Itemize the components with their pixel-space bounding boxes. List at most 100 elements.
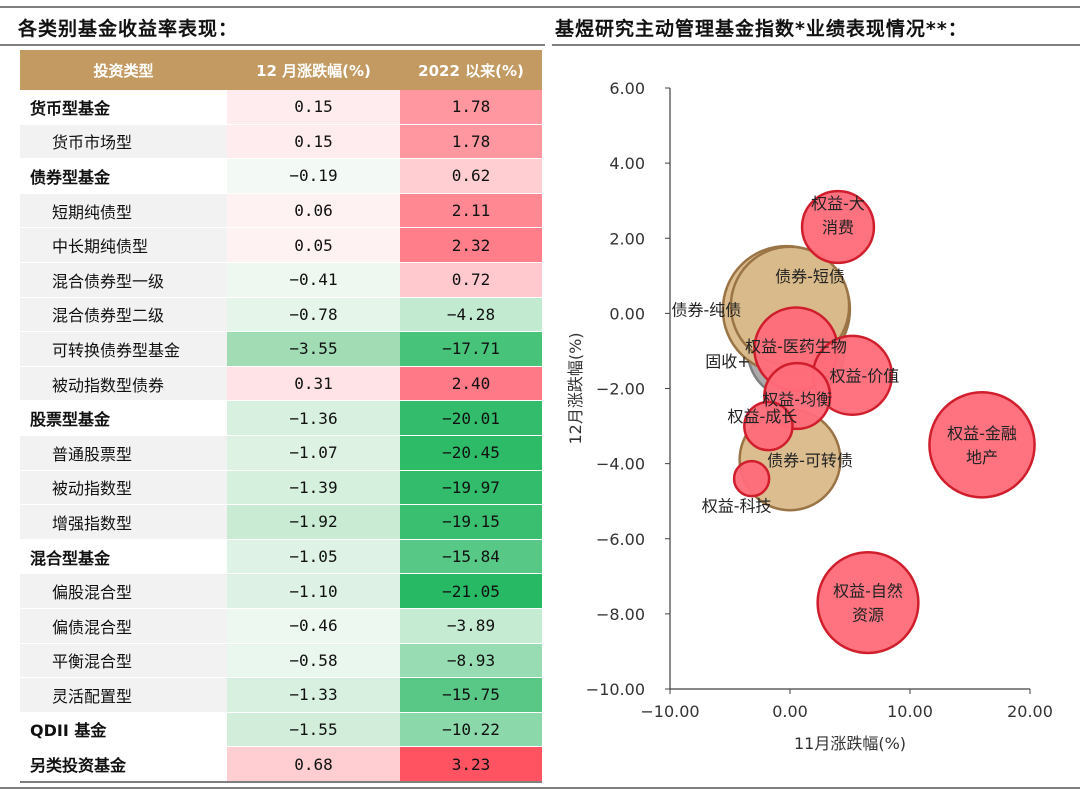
december-change-cell: 0.15 bbox=[227, 90, 400, 125]
header-december-change: 12 月涨跌幅(%) bbox=[227, 50, 400, 90]
december-change-cell: 0.05 bbox=[227, 227, 400, 263]
bubble-point bbox=[800, 189, 876, 265]
table-row: 偏股混合型 −1.10 −21.05 bbox=[20, 573, 542, 609]
left-title-rule bbox=[0, 44, 545, 46]
fund-type-cell: 债券型基金 bbox=[20, 158, 227, 194]
fund-returns-table: 投资类型 12 月涨跌幅(%) 2022 以来(%) 货币型基金 0.15 1.78… bbox=[20, 50, 542, 783]
december-change-cell: 0.68 bbox=[227, 746, 400, 783]
ytd-change-cell: 3.23 bbox=[400, 746, 542, 783]
december-change-cell: −1.39 bbox=[227, 470, 400, 506]
ytd-change-cell: −19.97 bbox=[400, 470, 542, 506]
fund-type-cell: 混合型基金 bbox=[20, 539, 227, 575]
table-row: 货币型基金 0.15 1.78 bbox=[20, 90, 542, 125]
table-row: 短期纯债型 0.06 2.11 bbox=[20, 193, 542, 229]
table-row: 可转换债券型基金 −3.55 −17.71 bbox=[20, 331, 542, 367]
ytd-change-cell: −10.22 bbox=[400, 712, 542, 748]
bubble-label: 权益-价值 bbox=[830, 366, 900, 385]
y-tick-label: −10.00 bbox=[586, 680, 645, 699]
december-change-cell: −1.36 bbox=[227, 400, 400, 436]
table-row: 债券型基金 −0.19 0.62 bbox=[20, 158, 542, 194]
bubble-point bbox=[928, 391, 1036, 499]
bubble-point bbox=[732, 459, 771, 498]
table-row: 混合型基金 −1.05 −15.84 bbox=[20, 539, 542, 575]
fund-type-cell: 混合债券型一级 bbox=[20, 262, 227, 298]
fund-type-cell: 中长期纯债型 bbox=[20, 227, 227, 263]
ytd-change-cell: 1.78 bbox=[400, 124, 542, 160]
ytd-change-cell: 2.32 bbox=[400, 227, 542, 263]
ytd-change-cell: 0.62 bbox=[400, 158, 542, 194]
fund-type-cell: 普通股票型 bbox=[20, 435, 227, 471]
x-axis-title: 11月涨跌幅(%) bbox=[794, 734, 906, 753]
december-change-cell: −0.41 bbox=[227, 262, 400, 298]
ytd-change-cell: 0.72 bbox=[400, 262, 542, 298]
december-change-cell: 0.31 bbox=[227, 366, 400, 402]
bubble-label: 权益-科技 bbox=[702, 497, 772, 516]
bubble-label: 债券-纯债 bbox=[672, 301, 742, 320]
bubble-point bbox=[816, 550, 920, 655]
ytd-change-cell: −19.15 bbox=[400, 504, 542, 540]
ytd-change-cell: −21.05 bbox=[400, 573, 542, 609]
fund-type-cell: 另类投资基金 bbox=[20, 746, 227, 783]
fund-type-cell: 灵活配置型 bbox=[20, 677, 227, 713]
december-change-cell: −1.55 bbox=[227, 712, 400, 748]
fund-type-cell: 平衡混合型 bbox=[20, 643, 227, 679]
bubble-chart: 6.00 4.00 2.00 0.00 −2.00 −4.00 −6.00 −8.00 −10.… bbox=[566, 79, 1053, 753]
ytd-change-cell: −3.89 bbox=[400, 608, 542, 644]
y-tick-label: −8.00 bbox=[596, 605, 645, 624]
y-axis-title: 12月涨跌幅(%) bbox=[566, 332, 585, 444]
fund-type-cell: 被动指数型债券 bbox=[20, 366, 227, 402]
fund-type-cell: 可转换债券型基金 bbox=[20, 331, 227, 367]
table-row: 被动指数型 −1.39 −19.97 bbox=[20, 470, 542, 506]
fund-type-cell: 短期纯债型 bbox=[20, 193, 227, 229]
fund-type-cell: 货币型基金 bbox=[20, 90, 227, 125]
x-tick-label: 10.00 bbox=[887, 702, 933, 721]
y-tick-label: −2.00 bbox=[596, 380, 645, 399]
bubble-label: 固收+ bbox=[705, 352, 750, 371]
table-row: 平衡混合型 −0.58 −8.93 bbox=[20, 643, 542, 679]
december-change-cell: −1.33 bbox=[227, 677, 400, 713]
ytd-change-cell: 2.40 bbox=[400, 366, 542, 402]
top-rule bbox=[0, 6, 1080, 8]
table-row: 混合债券型二级 −0.78 −4.28 bbox=[20, 297, 542, 333]
fund-type-cell: 增强指数型 bbox=[20, 504, 227, 540]
table-row: 被动指数型债券 0.31 2.40 bbox=[20, 366, 542, 402]
bubble-label: 权益-金融地产 bbox=[947, 424, 1017, 467]
bubble-label: 权益-医药生物 bbox=[745, 337, 847, 356]
right-panel-title: 基煜研究主动管理基金指数*业绩表现情况**： bbox=[555, 18, 968, 40]
y-tick-label: −4.00 bbox=[596, 455, 645, 474]
december-change-cell: −0.19 bbox=[227, 158, 400, 194]
fund-type-cell: 偏债混合型 bbox=[20, 608, 227, 644]
table-row: 另类投资基金 0.68 3.23 bbox=[20, 746, 542, 783]
y-tick-label: 4.00 bbox=[609, 154, 645, 173]
x-tick-label: −10.00 bbox=[640, 702, 699, 721]
ytd-change-cell: −17.71 bbox=[400, 331, 542, 367]
bubble-label: 权益-大消费 bbox=[811, 194, 865, 237]
december-change-cell: −1.05 bbox=[227, 539, 400, 575]
bubble-label: 债券-可转债 bbox=[767, 451, 853, 470]
bubble-label: 权益-成长 bbox=[728, 407, 798, 426]
right-title-rule bbox=[552, 44, 1080, 46]
ytd-change-cell: −4.28 bbox=[400, 297, 542, 333]
fund-type-cell: 股票型基金 bbox=[20, 400, 227, 436]
fund-type-cell: QDII 基金 bbox=[20, 712, 227, 748]
table-row: 普通股票型 −1.07 −20.45 bbox=[20, 435, 542, 471]
december-change-cell: −0.46 bbox=[227, 608, 400, 644]
fund-type-cell: 偏股混合型 bbox=[20, 573, 227, 609]
y-tick-label: 6.00 bbox=[609, 79, 645, 98]
ytd-change-cell: −8.93 bbox=[400, 643, 542, 679]
table-row: 灵活配置型 −1.33 −15.75 bbox=[20, 677, 542, 713]
header-investment-type: 投资类型 bbox=[20, 50, 227, 90]
fund-type-cell: 货币市场型 bbox=[20, 124, 227, 160]
header-ytd-2022: 2022 以来(%) bbox=[400, 50, 542, 90]
bubble-point bbox=[743, 400, 794, 452]
ytd-change-cell: −15.75 bbox=[400, 677, 542, 713]
december-change-cell: 0.15 bbox=[227, 124, 400, 160]
december-change-cell: 0.06 bbox=[227, 193, 400, 229]
table-row: 混合债券型一级 −0.41 0.72 bbox=[20, 262, 542, 298]
y-tick-label: −6.00 bbox=[596, 530, 645, 549]
x-tick-label: 0.00 bbox=[772, 702, 808, 721]
december-change-cell: −1.92 bbox=[227, 504, 400, 540]
x-tick-label: 20.00 bbox=[1007, 702, 1053, 721]
ytd-change-cell: −15.84 bbox=[400, 539, 542, 575]
table-row: 股票型基金 −1.36 −20.01 bbox=[20, 400, 542, 436]
